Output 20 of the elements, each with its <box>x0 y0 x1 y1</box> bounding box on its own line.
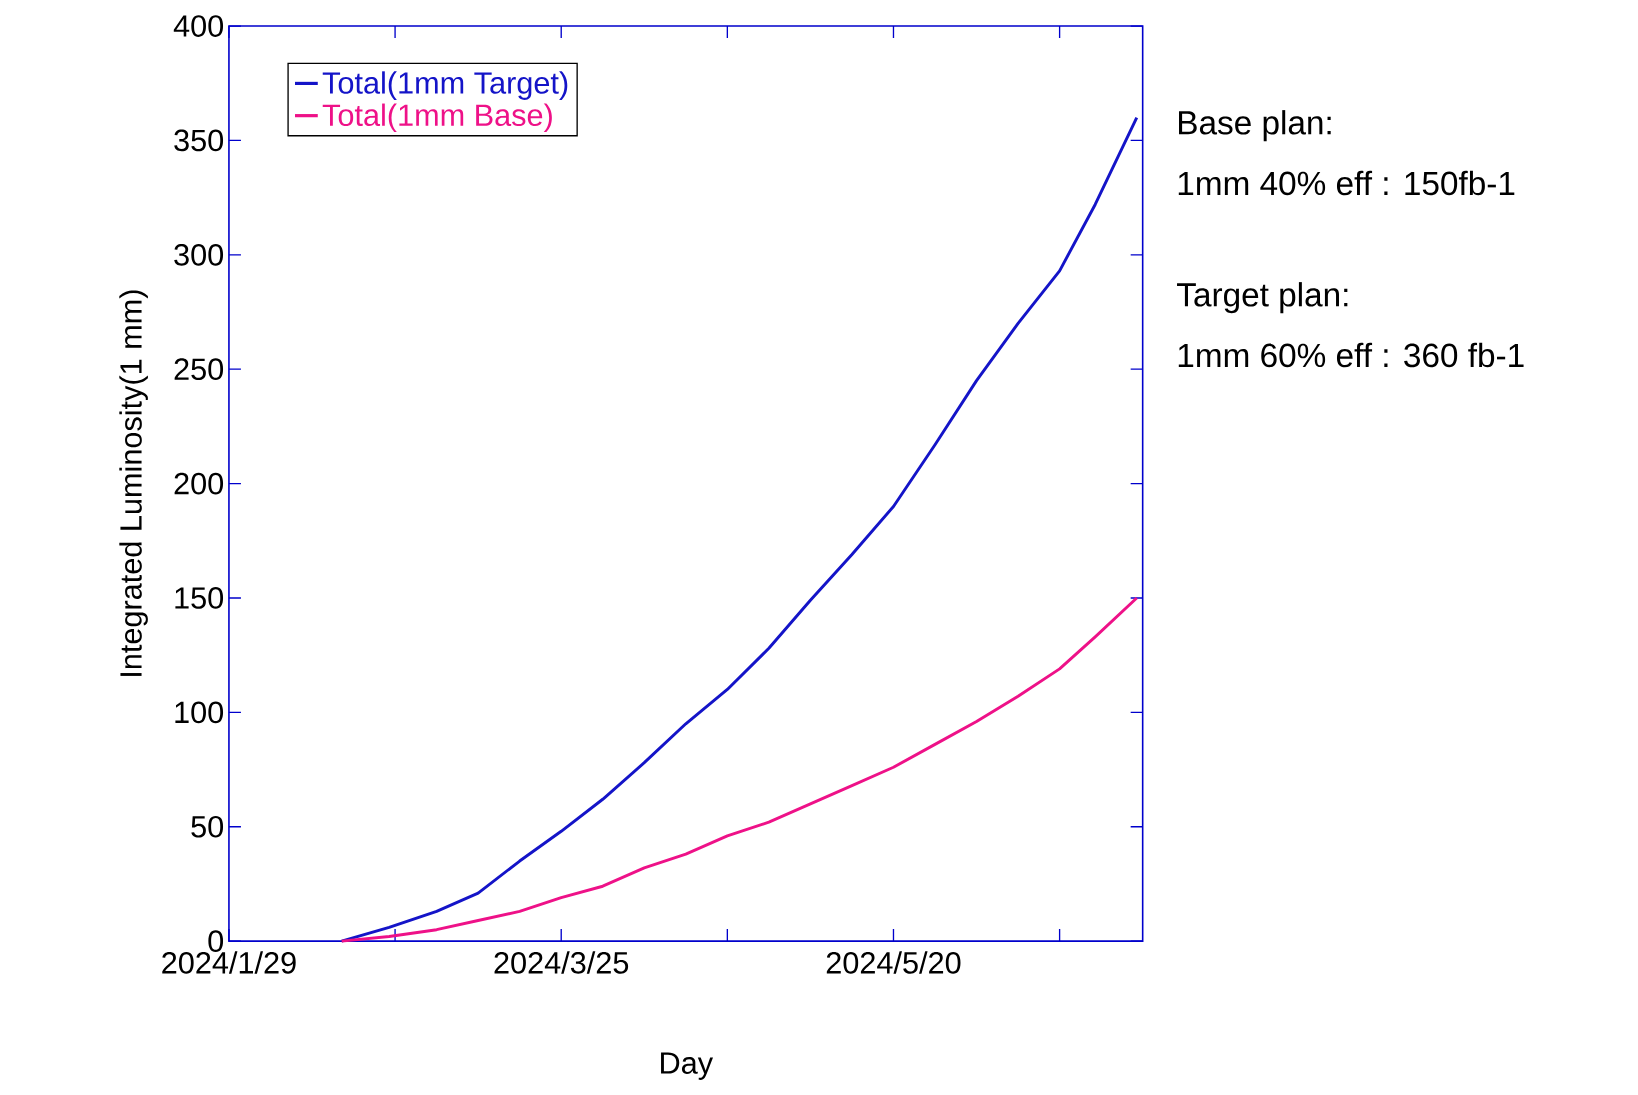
text: 1mm 40% eff : 150fb-1 <box>1178 170 1515 196</box>
y-tick-label: 150 <box>175 587 224 609</box>
y-tick-label: 200 <box>174 472 224 495</box>
y-tick-label: 100 <box>175 701 224 724</box>
x-tick-label: 2024/3/25 <box>494 951 629 974</box>
y-axis-title: Integrated Luminosity(1 mm) <box>119 290 148 676</box>
y-tick-label: 400 <box>173 15 224 37</box>
y-tick-label: 50 <box>191 815 224 838</box>
x-tick-label: 2024/5/20 <box>826 951 961 974</box>
text: 1mm 60% eff : 360 fb-1 <box>1178 342 1524 368</box>
y-tick-label: 350 <box>174 129 224 152</box>
y-tick-label: 250 <box>174 358 224 381</box>
y-tick-label: 300 <box>174 243 224 266</box>
text: Target plan: <box>1177 282 1348 314</box>
x-tick-label: 2024/1/29 <box>162 951 296 974</box>
legend-label: Total(1mm Target) <box>322 71 568 100</box>
legend-label: Total(1mm Base) <box>322 103 552 133</box>
text: Base plan: <box>1179 110 1331 142</box>
x-axis-title: Day <box>661 1052 714 1080</box>
y-tick-label: 0 <box>208 930 224 952</box>
